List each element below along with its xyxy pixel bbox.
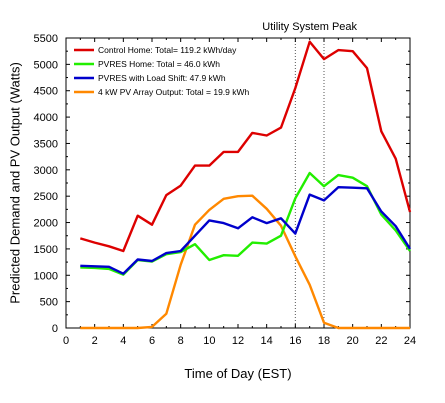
- y-axis-ticks: 0 500 1000 1500 2000 2500 3000 3500 4000 4500 5000…: [34, 33, 410, 335]
- y-tick-label: 4500: [34, 86, 58, 98]
- x-tick-label: 24: [404, 335, 416, 347]
- series-line-3: [80, 185, 412, 275]
- x-tick-label: 10: [203, 335, 215, 347]
- y-tick-label: 2500: [34, 191, 58, 203]
- x-tick-label: 4: [120, 335, 126, 347]
- y-tick-label: 0: [52, 323, 58, 335]
- legend-label-2: PVRES Home: Total = 46.0 kWh: [98, 59, 220, 69]
- series-line-4: [80, 194, 410, 330]
- legend: Control Home: Total= 119.2 kWh/day PVRES …: [74, 45, 250, 97]
- x-tick-label: 16: [289, 335, 301, 347]
- x-tick-label: 14: [261, 335, 273, 347]
- y-tick-label: 4000: [34, 112, 58, 124]
- y-tick-label: 1000: [34, 270, 58, 282]
- x-tick-label: 22: [375, 335, 387, 347]
- x-tick-label: 18: [318, 335, 330, 347]
- series-line-1: [79, 40, 412, 253]
- x-tick-label: 8: [178, 335, 184, 347]
- legend-label-1: Control Home: Total= 119.2 kWh/day: [98, 45, 237, 55]
- y-tick-label: 5500: [34, 33, 58, 45]
- y-tick-label: 500: [40, 297, 58, 309]
- x-tick-label: 0: [63, 335, 69, 347]
- y-axis-title: Predicted Demand and PV Output (Watts): [7, 62, 22, 304]
- legend-label-3: PVRES with Load Shift: 47.9 kWh: [98, 73, 226, 83]
- x-tick-label: 12: [232, 335, 244, 347]
- y-tick-label: 5000: [34, 59, 58, 71]
- x-axis-ticks: 0 2 4 6 8 10 12 14 16 18 20 22 24: [63, 38, 416, 347]
- x-axis-title: Time of Day (EST): [184, 366, 291, 381]
- x-tick-label: 6: [149, 335, 155, 347]
- y-tick-label: 3000: [34, 165, 58, 177]
- x-tick-label: 20: [347, 335, 359, 347]
- legend-label-4: 4 kW PV Array Output: Total = 19.9 kWh: [98, 87, 250, 97]
- peak-annotation: Utility System Peak: [262, 21, 357, 33]
- y-tick-label: 1500: [34, 244, 58, 256]
- x-tick-label: 2: [92, 335, 98, 347]
- y-tick-label: 2000: [34, 218, 58, 230]
- series-lines: [79, 40, 412, 330]
- y-tick-label: 3500: [34, 138, 58, 150]
